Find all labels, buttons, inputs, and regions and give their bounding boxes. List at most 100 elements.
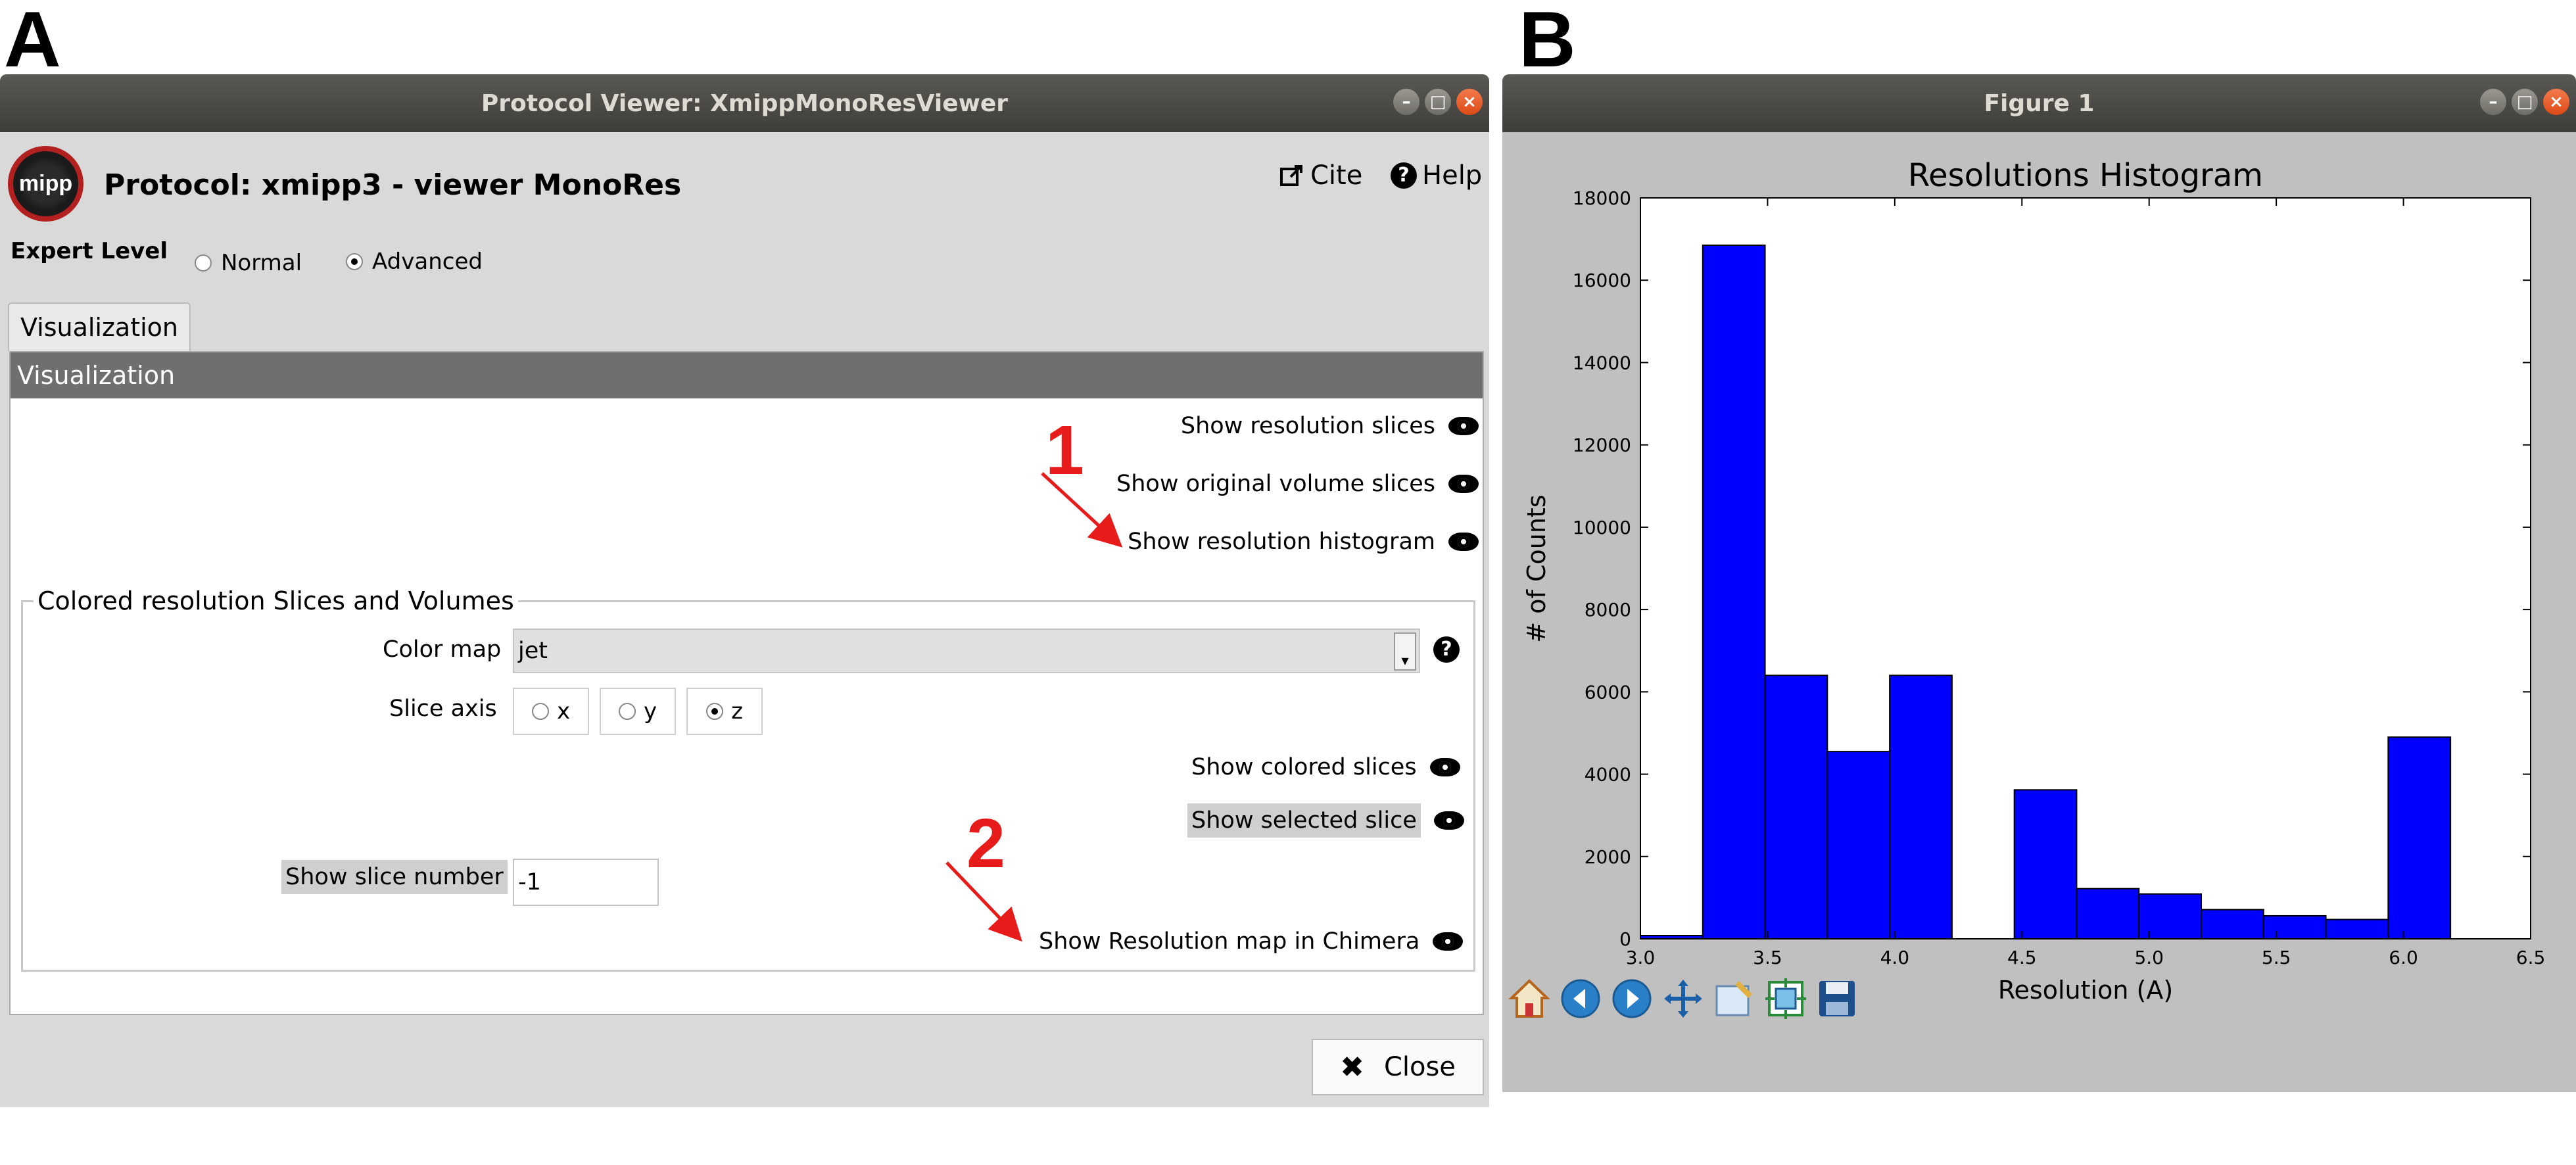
panel-label-b: B	[1519, 0, 1576, 83]
section-header: Visualization	[11, 352, 1483, 398]
minimize-icon[interactable]: –	[1393, 89, 1419, 115]
resolution-histogram-chart: Resolutions Histogram Resolution (A) # o…	[1522, 157, 2546, 1005]
y-tick-label: 16000	[1573, 270, 1631, 291]
eye-icon	[1448, 533, 1479, 551]
close-button[interactable]: ✖ Close	[1312, 1039, 1484, 1095]
y-tick-label: 18000	[1573, 187, 1631, 209]
histogram-bar-0	[1640, 934, 1704, 939]
histogram-bar-1	[1702, 245, 1766, 939]
eye-icon	[1448, 417, 1479, 435]
close-x-icon: ✖	[1340, 1050, 1364, 1084]
histogram-bar-11	[2325, 918, 2389, 939]
radio-checked-icon	[346, 253, 363, 270]
axis-label: x	[556, 698, 571, 725]
color-map-value: jet	[518, 638, 548, 664]
axis-label: z	[731, 698, 743, 725]
protocol-title: Protocol: xmipp3 - viewer MonoRes	[104, 168, 682, 202]
show-resolution-map-chimera-button[interactable]: Show Resolution map in Chimera	[1039, 928, 1464, 955]
help-label: Help	[1422, 160, 1483, 191]
slice-axis-x[interactable]: x	[513, 688, 589, 735]
back-icon[interactable]	[1557, 975, 1604, 1022]
forward-icon[interactable]	[1608, 975, 1656, 1022]
action-label: Show original volume slices	[1116, 471, 1435, 497]
xmipp-logo: mipp	[8, 146, 83, 222]
radio-unchecked-icon	[195, 254, 212, 272]
eye-icon	[1448, 475, 1479, 493]
question-icon: ?	[1391, 162, 1417, 189]
histogram-bar-2	[1764, 675, 1828, 939]
histogram-bar-3	[1826, 751, 1891, 939]
y-tick-label: 2000	[1585, 846, 1631, 868]
x-tick-label: 5.0	[2134, 947, 2164, 968]
action-label: Show resolution slices	[1180, 413, 1435, 439]
histogram-bar-6	[2013, 789, 2078, 939]
color-map-select[interactable]: jet ▾	[513, 629, 1420, 673]
help-link[interactable]: ? Help	[1391, 160, 1482, 191]
y-tick-label: 12000	[1573, 435, 1631, 456]
expert-level-label: Expert Level	[11, 238, 168, 264]
x-tick-label: 3.5	[1753, 947, 1782, 968]
x-ticks: 3.0 3.5 4.0 4.5 5.0 5.5 6.0 6.5	[1626, 198, 2546, 968]
radio-unchecked-icon	[531, 703, 549, 720]
close-window-icon[interactable]: ×	[1456, 89, 1483, 115]
show-original-volume-slices-button[interactable]: Show original volume slices	[1116, 471, 1479, 497]
visualization-panel: Visualization Show resolution slices Sho…	[9, 351, 1484, 1015]
slice-axis-label: Slice axis	[389, 696, 497, 722]
bars	[1640, 245, 2452, 940]
y-ticks: 0 2000 4000 6000 8000 10000 12000 14000 16000 180…	[1573, 187, 2531, 950]
show-colored-slices-button[interactable]: Show colored slices	[1191, 754, 1460, 780]
histogram-bar-7	[2076, 888, 2140, 940]
maximize-icon[interactable]: □	[1425, 89, 1451, 115]
radio-unchecked-icon	[618, 703, 636, 720]
pan-icon[interactable]	[1659, 975, 1707, 1022]
tab-visualization[interactable]: Visualization	[8, 302, 191, 351]
annotation-arrow-1	[1041, 472, 1123, 548]
show-slice-number-button[interactable]: Show slice number	[281, 860, 508, 894]
option-label: Advanced	[372, 249, 483, 275]
figure-titlebar[interactable]: Figure 1 – □ ×	[1502, 74, 2576, 132]
radio-checked-icon	[706, 703, 724, 720]
y-tick-label: 4000	[1585, 764, 1631, 786]
save-icon[interactable]	[1813, 975, 1861, 1022]
group-title: Colored resolution Slices and Volumes	[34, 586, 518, 615]
color-map-help-icon[interactable]: ?	[1433, 636, 1460, 663]
eye-icon	[1433, 811, 1464, 830]
cite-link[interactable]: Cite	[1279, 160, 1362, 191]
window-title: Protocol Viewer: XmippMonoResViewer	[481, 89, 1009, 117]
slice-axis-z[interactable]: z	[686, 688, 763, 735]
x-tick-label: 6.0	[2389, 947, 2418, 968]
window-controls: – □ ×	[1393, 89, 1483, 115]
x-tick-label: 4.5	[2007, 947, 2037, 968]
close-window-icon[interactable]: ×	[2543, 89, 2569, 115]
y-tick-label: 14000	[1573, 352, 1631, 373]
titlebar[interactable]: Protocol Viewer: XmippMonoResViewer – □ …	[0, 74, 1489, 132]
axis-label: y	[643, 698, 657, 725]
chart-title: Resolutions Histogram	[1908, 157, 2263, 194]
zoom-icon[interactable]	[1711, 975, 1758, 1022]
external-link-icon	[1280, 165, 1302, 186]
eye-icon	[1433, 932, 1464, 951]
slice-number-input[interactable]: -1	[513, 859, 659, 906]
panel-label-a: A	[4, 0, 61, 83]
y-axis-label: # of Counts	[1522, 494, 1551, 642]
maximize-icon[interactable]: □	[2512, 89, 2538, 115]
subplots-icon[interactable]	[1762, 975, 1809, 1022]
histogram-bar-8	[2138, 893, 2203, 940]
show-resolution-slices-button[interactable]: Show resolution slices	[1181, 413, 1479, 439]
show-resolution-histogram-button[interactable]: Show resolution histogram	[1128, 529, 1479, 555]
slice-axis-y[interactable]: y	[600, 688, 676, 735]
x-tick-label: 5.5	[2262, 947, 2291, 968]
figure-toolbar	[1502, 1092, 2576, 1165]
show-selected-slice-button[interactable]: Show selected slice	[1187, 803, 1464, 838]
x-axis-label: Resolution (A)	[1998, 976, 2173, 1005]
dropdown-arrow-icon[interactable]: ▾	[1394, 632, 1416, 671]
expert-level-normal[interactable]: Normal	[195, 250, 302, 276]
y-tick-label: 8000	[1585, 599, 1631, 621]
histogram-bar-4	[1889, 675, 1953, 939]
expert-level-advanced[interactable]: Advanced	[346, 249, 483, 275]
home-icon[interactable]	[1506, 975, 1553, 1022]
minimize-icon[interactable]: –	[2480, 89, 2506, 115]
x-tick-label: 6.5	[2516, 947, 2546, 968]
eye-icon	[1429, 758, 1460, 776]
close-label: Close	[1383, 1052, 1456, 1082]
